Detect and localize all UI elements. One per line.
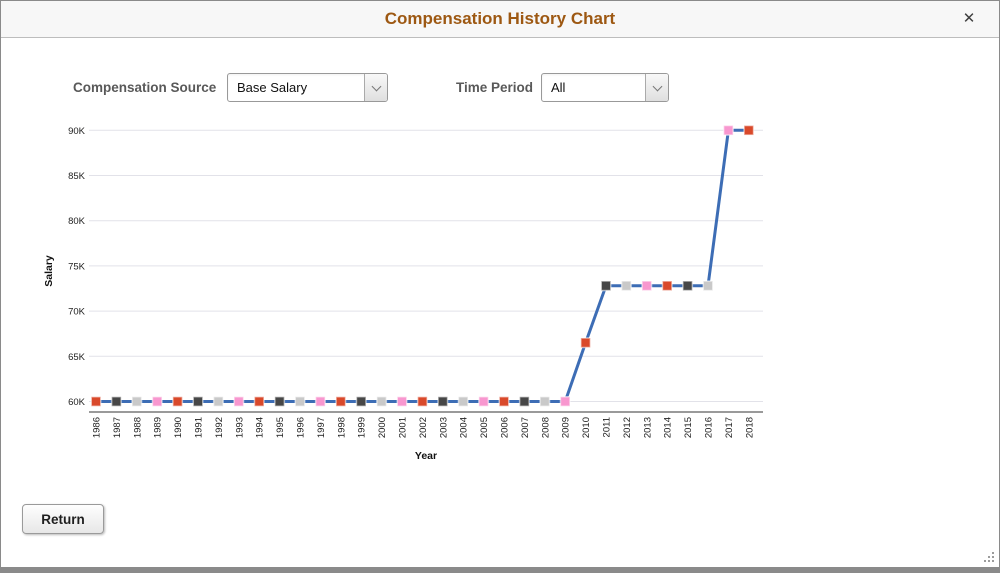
data-point-marker[interactable]	[661, 280, 673, 292]
salary-history-chart: 60K 65K 70K 75K 80K 85K 90K 1986 1987 1988 1989 199…	[41, 111, 771, 466]
x-tick-label: 1996	[296, 417, 307, 438]
x-tick-label: 2016	[704, 417, 715, 438]
x-tick-label: 2001	[398, 417, 409, 438]
time-period-dropdown[interactable]: All	[541, 73, 669, 102]
dialog-title: Compensation History Chart	[384, 9, 616, 28]
x-tick-label: 2008	[540, 417, 551, 438]
data-point-marker[interactable]	[294, 396, 306, 407]
x-tick-label: 1988	[132, 417, 143, 438]
y-axis-title: Salary	[43, 255, 55, 287]
x-tick-label: 1990	[173, 417, 184, 438]
comp-source-value: Base Salary	[237, 80, 308, 95]
data-point-marker[interactable]	[702, 280, 714, 292]
data-point-marker[interactable]	[274, 396, 286, 407]
x-tick-label: 2007	[520, 417, 531, 438]
x-tick-label: 2000	[377, 417, 388, 438]
data-point-marker[interactable]	[457, 396, 469, 407]
x-tick-label: 1999	[357, 417, 368, 438]
chevron-down-icon	[364, 74, 387, 101]
x-tick-label: 1986	[92, 417, 103, 438]
x-tick-label: 1991	[194, 417, 205, 438]
y-tick-label: 70K	[68, 307, 86, 318]
data-point-marker[interactable]	[682, 280, 694, 292]
data-point-marker[interactable]	[416, 396, 428, 407]
x-tick-label: 1993	[234, 417, 245, 438]
x-tick-label: 1992	[214, 417, 225, 438]
data-point-marker[interactable]	[478, 396, 490, 407]
data-point-marker[interactable]	[518, 396, 530, 407]
data-point-marker[interactable]	[335, 396, 347, 407]
chevron-down-icon	[645, 74, 668, 101]
y-tick-label: 65K	[68, 352, 86, 363]
data-point-marker[interactable]	[151, 396, 163, 407]
data-point-marker[interactable]	[314, 396, 326, 407]
data-point-marker[interactable]	[559, 396, 571, 407]
data-point-marker[interactable]	[743, 124, 755, 136]
data-point-marker[interactable]	[192, 396, 204, 407]
data-point-marker[interactable]	[437, 396, 449, 407]
data-point-marker[interactable]	[376, 396, 388, 407]
x-tick-label: 2014	[663, 417, 674, 438]
x-tick-label: 2006	[500, 417, 511, 438]
x-tick-label: 1989	[153, 417, 164, 438]
data-point-marker[interactable]	[131, 396, 143, 407]
y-tick-label: 85K	[68, 171, 86, 182]
data-point-marker[interactable]	[722, 124, 734, 136]
y-tick-label: 90K	[68, 126, 86, 137]
x-tick-label: 2004	[459, 417, 470, 438]
x-tick-label: 2005	[479, 417, 490, 438]
close-icon[interactable]: ✕	[962, 10, 976, 27]
data-point-marker[interactable]	[620, 280, 632, 292]
data-point-marker[interactable]	[600, 280, 612, 292]
compensation-line-chart: 60K 65K 70K 75K 80K 85K 90K 1986 1987 1988 1989 199…	[43, 124, 763, 462]
x-tick-label: 2003	[438, 417, 449, 438]
data-point-marker[interactable]	[90, 396, 102, 407]
data-point-marker[interactable]	[355, 396, 367, 407]
data-point-marker[interactable]	[396, 396, 408, 407]
x-tick-label: 2017	[724, 417, 735, 438]
data-point-marker[interactable]	[253, 396, 265, 407]
x-tick-label: 2011	[602, 417, 613, 437]
data-point-marker[interactable]	[641, 280, 653, 292]
comp-source-label: Compensation Source	[73, 80, 217, 95]
x-tick-label: 2002	[418, 417, 429, 438]
x-tick-label: 1997	[316, 417, 327, 438]
time-period-label: Time Period	[456, 80, 534, 95]
x-tick-label: 2010	[581, 417, 592, 438]
data-point-marker[interactable]	[539, 396, 551, 407]
data-point-marker[interactable]	[172, 396, 184, 407]
x-tick-label: 1998	[336, 417, 347, 438]
data-point-marker[interactable]	[498, 396, 510, 407]
x-tick-label: 2012	[622, 417, 633, 438]
comp-source-dropdown[interactable]: Base Salary	[227, 73, 388, 102]
x-tick-label: 2013	[642, 417, 653, 438]
data-point-marker[interactable]	[212, 396, 224, 407]
data-point-marker[interactable]	[233, 396, 245, 407]
y-tick-label: 60K	[68, 397, 86, 408]
y-tick-label: 75K	[68, 261, 86, 272]
x-tick-label: 2009	[561, 417, 572, 438]
x-tick-label: 2018	[744, 417, 755, 438]
time-period-value: All	[551, 80, 566, 95]
dialog-titlebar: Compensation History Chart ✕	[1, 1, 999, 38]
x-tick-label: 1987	[112, 417, 123, 438]
x-axis-title: Year	[415, 450, 437, 462]
data-point-marker[interactable]	[580, 337, 592, 349]
data-point-marker[interactable]	[110, 396, 122, 407]
return-button[interactable]: Return	[22, 504, 104, 534]
resize-grip-icon[interactable]	[983, 552, 995, 564]
x-tick-label: 1995	[275, 417, 286, 438]
x-tick-label: 2015	[683, 417, 694, 438]
y-tick-label: 80K	[68, 216, 86, 227]
x-tick-label: 1994	[255, 417, 266, 438]
